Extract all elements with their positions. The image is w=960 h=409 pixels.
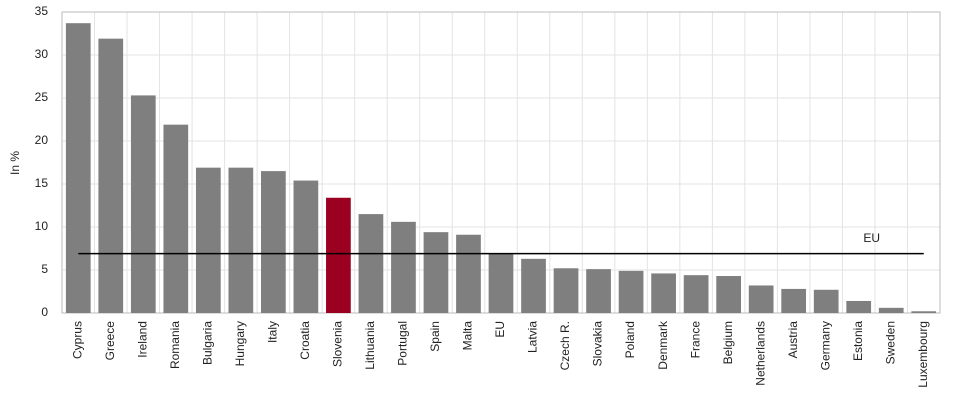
y-tick-label: 5 bbox=[41, 262, 48, 276]
x-tick-label: Luxembourg bbox=[916, 321, 930, 388]
y-tick-label: 25 bbox=[35, 90, 49, 104]
x-tick-label: Bulgaria bbox=[201, 321, 215, 365]
bar bbox=[716, 276, 741, 313]
x-tick-label: Slovenia bbox=[331, 321, 345, 367]
x-tick-label: Italy bbox=[266, 321, 280, 343]
bar bbox=[358, 214, 384, 313]
x-tick-label: Belgium bbox=[721, 321, 735, 364]
y-tick-label: 20 bbox=[35, 133, 49, 147]
x-tick-label: Netherlands bbox=[753, 321, 767, 386]
bar bbox=[651, 273, 676, 313]
x-tick-label: Estonia bbox=[851, 321, 865, 361]
x-tick-label: Cyprus bbox=[70, 321, 84, 359]
bar bbox=[391, 221, 416, 313]
bar bbox=[683, 275, 709, 313]
x-tick-label: Sweden bbox=[883, 321, 897, 364]
y-axis-label: In % bbox=[8, 151, 22, 175]
x-tick-label: Portugal bbox=[396, 321, 410, 366]
bar bbox=[618, 270, 644, 313]
bar bbox=[878, 307, 904, 313]
x-tick-label: Ireland bbox=[135, 321, 149, 358]
bar bbox=[521, 258, 546, 313]
x-tick-label: Lithuania bbox=[363, 321, 377, 370]
x-tick-label: Slovakia bbox=[591, 321, 605, 367]
bar bbox=[130, 95, 156, 313]
x-tick-label: Latvia bbox=[526, 321, 540, 353]
bar bbox=[326, 197, 351, 313]
bar bbox=[228, 167, 254, 313]
bar bbox=[423, 232, 449, 313]
bar bbox=[553, 268, 579, 313]
bar bbox=[163, 124, 189, 313]
bar bbox=[488, 253, 514, 313]
bar bbox=[456, 234, 481, 313]
x-tick-label: Poland bbox=[623, 321, 637, 358]
x-tick-label: Malta bbox=[461, 321, 475, 351]
y-tick-label: 35 bbox=[35, 4, 49, 18]
reference-line-label: EU bbox=[863, 231, 880, 245]
y-tick-label: 30 bbox=[35, 47, 49, 61]
bar bbox=[98, 38, 124, 313]
x-tick-label: Spain bbox=[428, 321, 442, 352]
x-tick-label: Czech R. bbox=[558, 321, 572, 370]
x-tick-label: Germany bbox=[818, 321, 832, 370]
x-tick-label: France bbox=[688, 321, 702, 359]
bar bbox=[781, 288, 807, 313]
x-tick-label: Austria bbox=[786, 321, 800, 359]
x-tick-label: Denmark bbox=[656, 320, 670, 370]
bar bbox=[846, 300, 872, 313]
bar bbox=[911, 311, 937, 313]
x-tick-label: Romania bbox=[168, 321, 182, 369]
x-tick-label: Croatia bbox=[298, 321, 312, 360]
y-tick-label: 10 bbox=[35, 219, 49, 233]
x-tick-label: EU bbox=[493, 321, 507, 338]
x-tick-label: Hungary bbox=[233, 321, 247, 366]
bar bbox=[261, 171, 286, 313]
x-tick-label: Greece bbox=[103, 321, 117, 361]
bar bbox=[813, 289, 839, 313]
bar bbox=[293, 180, 319, 313]
bar bbox=[195, 167, 221, 313]
y-tick-label: 15 bbox=[35, 176, 49, 190]
bar bbox=[748, 285, 774, 313]
y-tick-label: 0 bbox=[41, 305, 48, 319]
bar bbox=[65, 23, 91, 314]
bar bbox=[586, 269, 611, 313]
